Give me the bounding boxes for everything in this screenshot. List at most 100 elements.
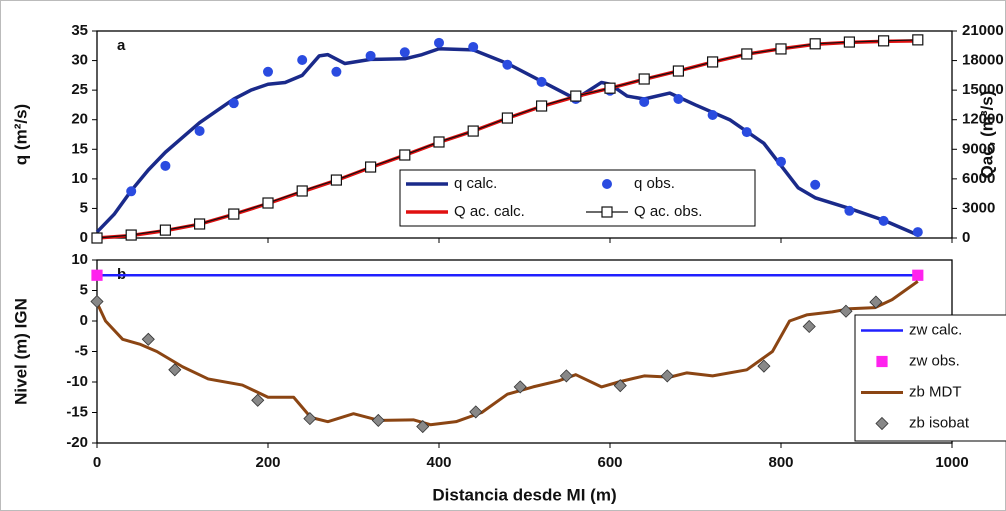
data-point <box>604 82 616 94</box>
data-point <box>501 112 513 124</box>
data-point <box>91 269 103 281</box>
data-point <box>513 380 527 394</box>
x-tick-label: 800 <box>768 454 793 471</box>
data-point <box>90 294 104 309</box>
legend-label: zb MDT <box>909 383 962 400</box>
data-point <box>433 136 445 148</box>
y2-tick-label: 0 <box>962 229 970 246</box>
data-point <box>912 269 924 281</box>
data-point <box>912 34 924 46</box>
legend-label: Q ac. obs. <box>634 203 702 220</box>
y-tick-label: -10 <box>66 373 88 390</box>
series-line <box>95 46 919 237</box>
data-point <box>776 156 786 167</box>
y-tick-label: 5 <box>80 281 88 298</box>
x-tick-label: 400 <box>426 454 451 471</box>
data-point <box>141 332 155 346</box>
data-point <box>434 37 444 48</box>
legend-label: q obs. <box>634 175 675 192</box>
y-tick-label: 30 <box>71 52 88 69</box>
data-point <box>125 229 137 241</box>
data-point <box>536 76 547 87</box>
data-point <box>707 109 718 120</box>
data-point <box>371 413 385 427</box>
data-point <box>757 359 771 373</box>
data-point <box>878 215 889 226</box>
y2-tick-label: 15000 <box>962 81 1004 98</box>
data-point <box>126 186 137 197</box>
data-point <box>809 38 821 50</box>
data-point <box>844 205 855 216</box>
y-axis-title: q (m²/s) <box>11 104 30 165</box>
legend-box <box>399 169 756 227</box>
data-point <box>263 66 273 77</box>
y-tick-label: 5 <box>80 199 88 216</box>
legend-marker <box>601 206 613 218</box>
y-tick-label: -5 <box>75 342 88 359</box>
y-tick-label: 15 <box>71 140 88 157</box>
data-point <box>297 54 308 65</box>
legend-label: zw calc. <box>909 321 962 338</box>
data-point <box>469 405 483 419</box>
data-point <box>303 412 317 426</box>
data-point <box>194 218 206 230</box>
plot-area <box>96 259 953 444</box>
legend: q calc. q obs. Q ac. calc. Q ac. obs. <box>399 169 756 227</box>
y-tick-label: 25 <box>71 81 88 98</box>
panel-label: a <box>117 37 126 54</box>
y-tick-label: 10 <box>71 251 88 268</box>
data-point <box>706 56 719 68</box>
data-point <box>365 50 376 61</box>
y-tick-label: -20 <box>66 434 88 451</box>
y-tick-label: -15 <box>66 403 88 420</box>
y-tick-label: 0 <box>80 312 88 329</box>
data-point <box>399 47 410 58</box>
data-point <box>877 35 890 47</box>
data-point <box>741 48 753 60</box>
data-point <box>535 100 548 112</box>
y-tick-label: 10 <box>71 170 88 187</box>
data-point <box>91 232 103 244</box>
data-point <box>168 363 182 377</box>
data-point <box>639 96 650 107</box>
data-point <box>673 94 684 105</box>
x-axis-title: Distancia desde MI (m) <box>432 485 616 504</box>
data-point <box>570 90 582 102</box>
data-point <box>331 66 342 77</box>
data-point <box>843 36 856 48</box>
data-point <box>365 161 377 173</box>
legend-label: zw obs. <box>909 352 960 369</box>
data-point <box>775 43 787 55</box>
y2-tick-label: 3000 <box>962 199 995 216</box>
y-tick-label: 20 <box>71 111 88 128</box>
data-point <box>802 319 816 334</box>
data-point <box>251 393 265 407</box>
legend-label: Q ac. calc. <box>454 203 525 220</box>
x-tick-label: 200 <box>255 454 280 471</box>
data-point <box>160 160 171 171</box>
data-point <box>810 179 821 190</box>
data-point <box>559 369 573 383</box>
x-tick-label: 0 <box>93 454 101 471</box>
data-point <box>638 73 650 85</box>
data-point <box>468 41 479 52</box>
data-point <box>194 125 205 136</box>
y-axis-title: Nivel (m) IGN <box>11 298 30 405</box>
data-point <box>502 59 513 70</box>
legend-marker <box>876 355 888 368</box>
y2-tick-label: 9000 <box>962 140 995 157</box>
data-point <box>839 304 853 318</box>
legend-marker <box>875 416 889 431</box>
y-tick-label: 35 <box>71 22 88 39</box>
y-tick-label: 0 <box>80 229 88 246</box>
x-tick-label: 600 <box>597 454 622 471</box>
data-point <box>467 125 479 137</box>
data-point <box>296 185 308 197</box>
series-line <box>95 280 919 427</box>
y2-tick-label: 21000 <box>962 22 1004 39</box>
y2-axis-title: Qac, (m³/s) <box>977 91 996 179</box>
legend-marker <box>602 179 612 189</box>
data-point <box>399 149 411 161</box>
data-point <box>869 295 883 309</box>
